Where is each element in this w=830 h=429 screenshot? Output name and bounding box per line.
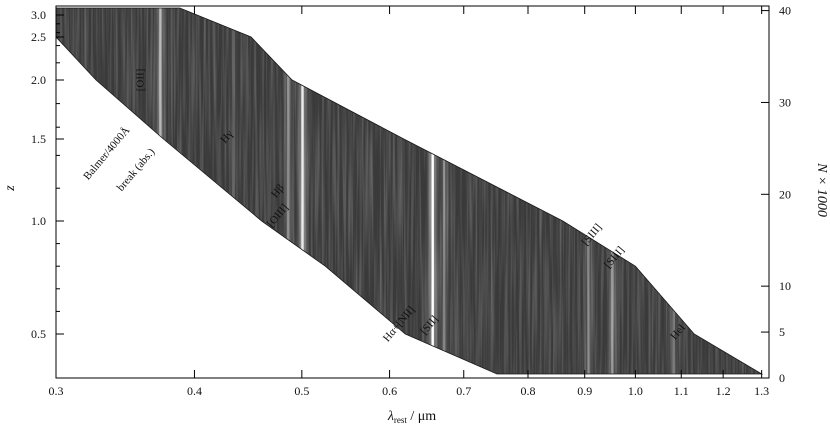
emission-line <box>442 8 446 374</box>
x-axis: 0.3 0.4 0.5 0.6 0.7 0.8 0.9 1.0 1.1 1.2 1.3 <box>49 6 769 398</box>
x-tick-label: 1.0 <box>628 384 643 398</box>
emission-line-glow <box>229 8 238 374</box>
x-tick-label: 0.5 <box>294 384 309 398</box>
n-tick-label: 40 <box>779 4 791 18</box>
x-tick-label: 0.3 <box>49 384 64 398</box>
left-y-axis-title: z <box>3 185 18 192</box>
z-tick-label: 0.5 <box>31 327 46 341</box>
x-tick-label: 0.6 <box>382 384 397 398</box>
emission-line <box>287 8 290 374</box>
x-tick-label: 0.8 <box>521 384 536 398</box>
emission-line-glow <box>284 8 293 374</box>
n-tick-label: 10 <box>779 279 791 293</box>
x-tick-label: 0.4 <box>187 384 202 398</box>
x-tick-label: 0.9 <box>577 384 592 398</box>
n-tick-label: 20 <box>779 187 791 201</box>
right-n-axis: 0 5 10 20 30 40 <box>761 4 791 385</box>
z-tick-label: 3.0 <box>31 8 46 22</box>
emission-line <box>431 8 434 374</box>
right-y-axis-title: N × 1000 <box>814 162 829 217</box>
n-tick-label: 0 <box>779 371 785 385</box>
n-tick-label: 30 <box>779 95 791 109</box>
emission-line <box>232 8 235 374</box>
z-tick-label: 1.5 <box>31 132 46 146</box>
x-tick-label: 1.2 <box>716 384 731 398</box>
emission-line <box>301 8 304 374</box>
x-axis-title: λrest / μm <box>387 409 436 425</box>
left-z-axis: 0.5 1.0 1.5 2.0 2.5 3.0 <box>31 8 64 341</box>
z-tick-label: 1.0 <box>31 214 46 228</box>
x-tick-label: 1.3 <box>754 384 769 398</box>
x-tick-label: 1.1 <box>674 384 689 398</box>
z-tick-label: 2.5 <box>31 30 46 44</box>
plot-frame <box>55 5 770 379</box>
x-tick-label: 0.7 <box>456 384 471 398</box>
z-tick-label: 2.0 <box>31 73 46 87</box>
n-tick-label: 5 <box>779 325 785 339</box>
emission-line-glow <box>440 8 449 374</box>
line-annotation: [OII] <box>135 69 147 92</box>
